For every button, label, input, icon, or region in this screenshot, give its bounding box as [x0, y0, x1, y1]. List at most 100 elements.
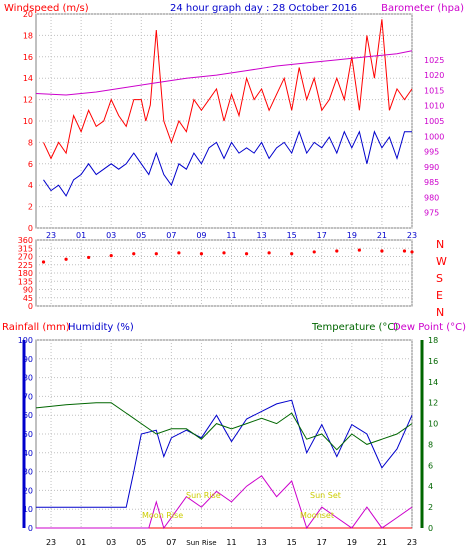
series-line-temperature-c: [35, 402, 413, 451]
direction-letter: W: [436, 255, 447, 268]
direction-point: [402, 249, 407, 253]
x-tick-label: 23: [407, 538, 417, 547]
direction-panel-grid: [36, 239, 413, 307]
wind-series: [35, 19, 413, 197]
x-tick-label: 17: [317, 538, 327, 547]
chart-title: 24 hour graph day : 28 October 2016: [170, 3, 357, 14]
right-tick-label: 4: [428, 482, 433, 491]
x-tick-label: 05: [136, 231, 146, 240]
left-tick-label: 0: [28, 302, 33, 311]
right-tick-label: 8: [428, 440, 433, 449]
left-tick-label: 30: [23, 468, 33, 477]
windspeed-axis-label: Windspeed (m/s): [4, 3, 89, 14]
direction-point: [335, 249, 339, 253]
dewpoint-axis-label: Dew Point (°C): [393, 322, 466, 333]
x-tick-label: 03: [106, 538, 116, 547]
right-tick-label: 0: [428, 524, 433, 533]
x-tick-label: 11: [226, 538, 236, 547]
x-tick-label: 09: [196, 231, 206, 240]
series-line-avg-wind: [43, 130, 412, 197]
right-tick-label: 2: [428, 503, 433, 512]
x-tick-label: 05: [136, 538, 146, 547]
left-tick-label: 10: [23, 505, 33, 514]
left-tick-label: 6: [28, 160, 33, 169]
x-tick-label: 15: [287, 231, 297, 240]
left-tick-label: 20: [23, 486, 33, 495]
right-tick-label: 1010: [424, 102, 444, 111]
right-tick-label: 12: [428, 399, 438, 408]
left-tick-label: 70: [23, 392, 33, 401]
left-tick-label: 12: [23, 96, 33, 105]
direction-letter: N: [436, 238, 444, 251]
right-tick-label: 1020: [424, 71, 444, 80]
direction-point: [132, 252, 136, 256]
right-tick-label: 1000: [424, 132, 444, 141]
climate-series: [35, 399, 413, 530]
left-tick-label: 90: [23, 355, 33, 364]
wind-x-axis: 23 01 03 05 07 09 11 13 15 17 19 21 23: [46, 231, 417, 240]
left-tick-label: 360: [18, 236, 33, 245]
right-tick-label: 985: [424, 178, 439, 187]
right-tick-label: 1025: [424, 56, 444, 65]
x-tick-label: 23: [46, 231, 56, 240]
x-tick-label: 07: [166, 538, 176, 547]
right-tick-label: 975: [424, 209, 439, 218]
direction-point: [199, 252, 204, 256]
direction-letter: E: [436, 289, 443, 302]
right-tick-label: 14: [428, 378, 438, 387]
left-tick-label: 2: [28, 203, 33, 212]
x-tick-label: 17: [317, 231, 327, 240]
direction-point: [222, 251, 226, 255]
right-tick-label: 1005: [424, 117, 444, 126]
left-tick-label: 0: [28, 524, 33, 533]
direction-letter: N: [436, 306, 444, 319]
sun-set-label: Sun Set: [310, 491, 341, 500]
x-tick-label: 13: [257, 538, 267, 547]
climate-right-axis: 0 2 4 6 8 10 12 14 16 18: [428, 336, 438, 533]
left-tick-label: 18: [23, 31, 33, 40]
sun-rise-label: Sun Rise: [186, 491, 221, 500]
right-tick-label: 1015: [424, 86, 444, 95]
left-tick-label: 45: [23, 294, 33, 303]
direction-series: [41, 248, 414, 264]
x-tick-label: 03: [106, 231, 116, 240]
x-tick-label: 21: [377, 231, 387, 240]
right-tick-label: 990: [424, 163, 439, 172]
series-line-humidity: [36, 399, 413, 508]
x-tick-label: 19: [347, 538, 357, 547]
x-tick-label: 21: [377, 538, 387, 547]
climate-left-axis: 0 10 20 30 40 50 60 70 80 90 100: [18, 336, 33, 533]
moonset-label: Moonset: [300, 511, 334, 520]
right-tick-label: 980: [424, 193, 439, 202]
direction-point: [244, 252, 249, 256]
series-line-dew-point-c: [36, 475, 413, 530]
left-tick-label: 10: [23, 117, 33, 126]
left-tick-label: 50: [23, 430, 33, 439]
x-tick-label: 23: [46, 538, 56, 547]
left-tick-label: 270: [18, 253, 33, 262]
left-tick-label: 14: [23, 74, 33, 83]
left-tick-label: 80: [23, 374, 33, 383]
direction-point: [357, 248, 361, 252]
left-tick-label: 60: [23, 411, 33, 420]
left-tick-label: 20: [23, 10, 33, 19]
barometer-axis-label: Barometer (hpa): [381, 3, 464, 14]
x-tick-label: 15: [287, 538, 297, 547]
left-tick-label: 8: [28, 138, 33, 147]
left-tick-label: 90: [23, 286, 33, 295]
direction-point: [64, 257, 68, 261]
direction-point: [154, 252, 158, 256]
direction-point: [312, 250, 316, 254]
right-tick-label: 10: [428, 420, 438, 429]
left-tick-label: 315: [18, 244, 33, 253]
direction-letters: N W S E N: [436, 238, 447, 319]
sun-moon-annotations: Moon Rise Sun Rise Sun Set Moonset: [142, 491, 341, 520]
wind-right-axis: 975 980 985 990 995 1000 1005 1010 1015 1020 1025: [424, 56, 444, 218]
right-tick-label: 6: [428, 461, 433, 470]
left-tick-label: 100: [18, 336, 33, 345]
rainfall-axis-label: Rainfall (mm): [2, 322, 70, 333]
